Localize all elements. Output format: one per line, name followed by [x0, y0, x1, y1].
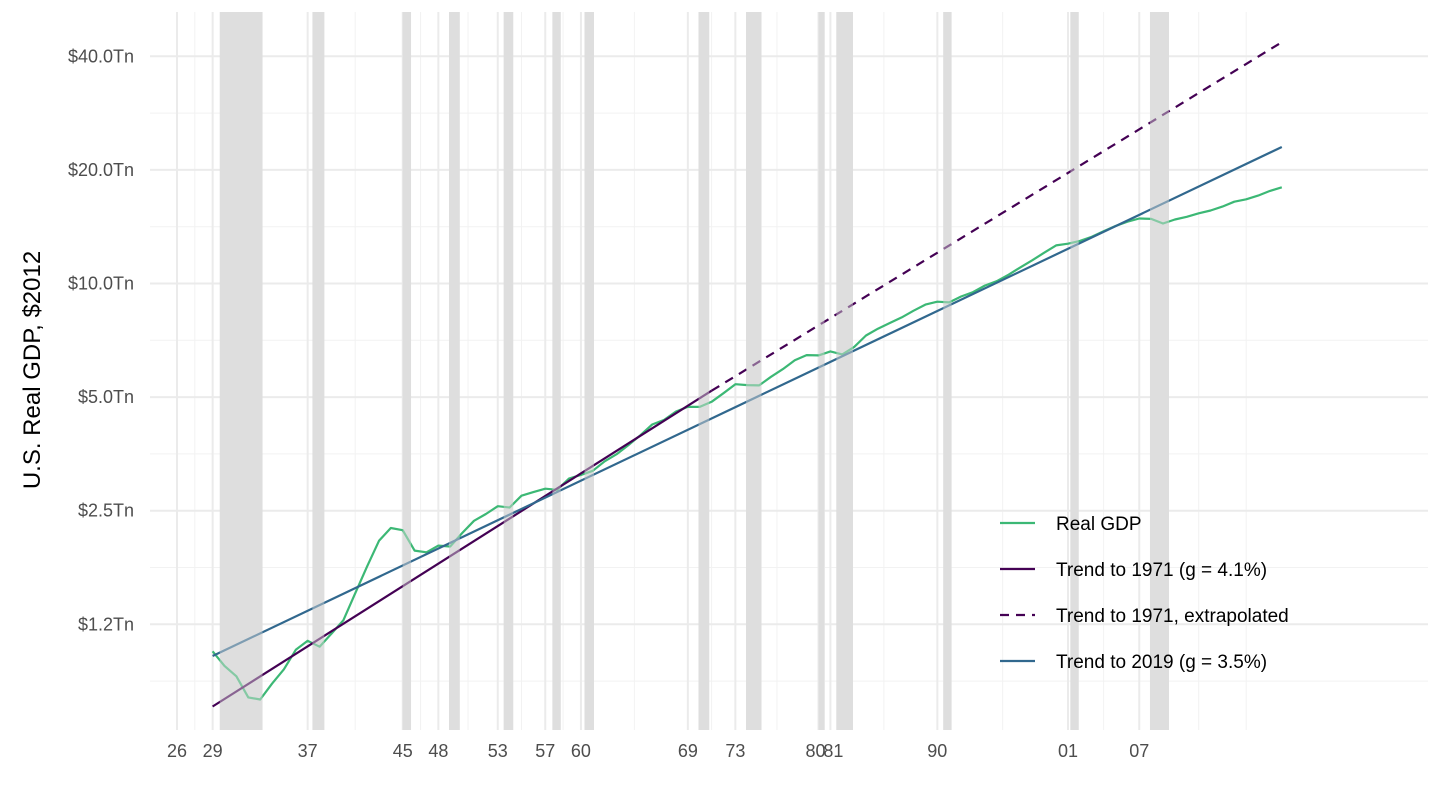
x-tick-label: 90 [927, 741, 947, 761]
x-tick-label: 29 [203, 741, 223, 761]
recession-band [1070, 12, 1079, 730]
x-tick-label: 69 [678, 741, 698, 761]
recession-band [552, 12, 561, 730]
x-tick-label: 73 [725, 741, 745, 761]
x-tick-label: 48 [428, 741, 448, 761]
recession-band-overlay [552, 12, 561, 730]
recession-band [818, 12, 825, 730]
recession-band-overlay [943, 12, 952, 730]
series-line-trend-to-2019-g-3-5 [212, 146, 1283, 657]
recession-band-overlay [818, 12, 825, 730]
y-tick-label: $2.5Tn [78, 501, 134, 521]
y-axis: $1.2Tn $2.5Tn $5.0Tn $10.0Tn $20.0Tn $40.0Tn [68, 46, 134, 634]
x-tick-label: 60 [571, 741, 591, 761]
series-line-trend-to-1971-g-4-1 [212, 389, 713, 708]
x-tick-label: 57 [535, 741, 555, 761]
y-tick-label: $20.0Tn [68, 160, 134, 180]
x-tick-label: 80 [806, 741, 826, 761]
x-tick-label: 81 [823, 741, 843, 761]
recession-band-overlay [402, 12, 412, 730]
x-tick-label: 53 [488, 741, 508, 761]
recession-band-overlay [1149, 12, 1169, 730]
recession-band-overlay [312, 12, 325, 730]
recession-band [943, 12, 952, 730]
recession-band [1149, 12, 1169, 730]
y-tick-label: $5.0Tn [78, 387, 134, 407]
recession-band-overlay [698, 12, 710, 730]
recession-band-overlay [1070, 12, 1079, 730]
x-tick-label: 01 [1058, 741, 1078, 761]
series-lines [211, 12, 1283, 730]
x-tick-label: 45 [393, 741, 413, 761]
recession-band-overlay [503, 12, 514, 730]
recession-band-overlay [836, 12, 853, 730]
recession-band-overlay [746, 12, 762, 730]
recession-band [836, 12, 853, 730]
y-tick-label: $40.0Tn [68, 46, 134, 66]
recession-band-overlay [219, 12, 263, 730]
recession-band [449, 12, 460, 730]
x-tick-label: 07 [1129, 741, 1149, 761]
recession-band [698, 12, 710, 730]
series-line-trend-to-1971-extrapolated [711, 41, 1283, 392]
recession-band [584, 12, 594, 730]
y-tick-label: $10.0Tn [68, 274, 134, 294]
legend-label: Trend to 1971 (g = 4.1%) [1056, 560, 1267, 581]
recession-band-overlay [584, 12, 594, 730]
x-tick-label: 37 [298, 741, 318, 761]
recession-band [219, 12, 263, 730]
legend: Real GDP Trend to 1971 (g = 4.1%) Trend to… [1000, 514, 1289, 673]
y-axis-title: U.S. Real GDP, $2012 [19, 251, 46, 489]
legend-label: Trend to 1971, extrapolated [1056, 606, 1289, 627]
recession-band [312, 12, 325, 730]
y-tick-label: $1.2Tn [78, 614, 134, 634]
recession-band [402, 12, 412, 730]
recession-bands [219, 12, 1169, 730]
recession-band-overlay [449, 12, 460, 730]
recession-band [746, 12, 762, 730]
x-tick-label: 26 [167, 741, 187, 761]
legend-label: Trend to 2019 (g = 3.5%) [1056, 652, 1267, 673]
recession-band [503, 12, 514, 730]
legend-label: Real GDP [1056, 514, 1142, 535]
